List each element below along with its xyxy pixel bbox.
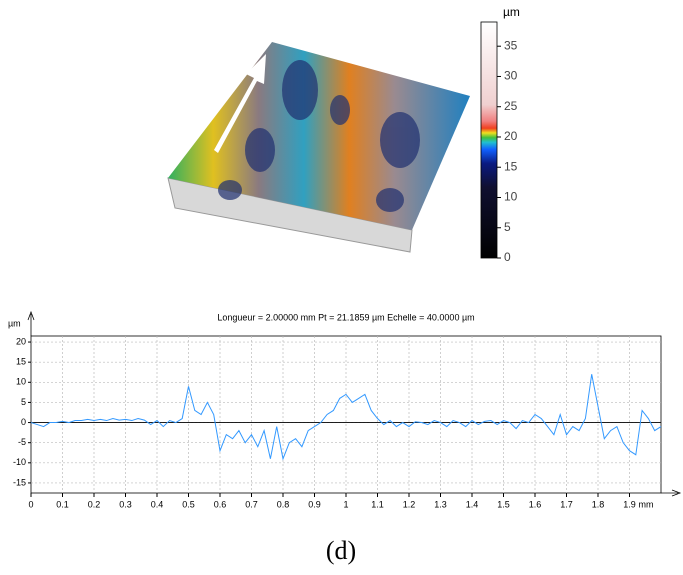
colorbar-tick-label: 0 (504, 250, 511, 264)
caption: (d) (326, 536, 356, 565)
x-tick-label: 0.7 (245, 499, 258, 509)
x-tick-label: 1.8 (592, 499, 605, 509)
y-tick-label: 15 (16, 357, 26, 367)
x-tick-label: 0.8 (277, 499, 290, 509)
y-tick-label: 0 (21, 417, 26, 427)
colorbar-tick-label: 20 (504, 129, 518, 143)
x-tick-label: 0.2 (88, 499, 101, 509)
surface-texture (218, 60, 420, 212)
x-tick-label: 1.1 (371, 499, 384, 509)
colorbar-tick-label: 35 (504, 38, 518, 52)
x-tick-label: 1 (343, 499, 348, 509)
x-tick-label: 1.3 (434, 499, 447, 509)
x-tick-label: 0.6 (214, 499, 227, 509)
x-unit: mm (639, 499, 654, 509)
y-tick-label: -5 (18, 437, 26, 447)
y-axis-arrowhead (27, 310, 35, 321)
x-tick-label: 0.3 (119, 499, 132, 509)
y-tick-label: 10 (16, 377, 26, 387)
surface-top (168, 42, 470, 230)
x-tick-label: 1.2 (403, 499, 416, 509)
profile-line (30, 374, 662, 461)
colorbar-tick-label: 25 (504, 99, 518, 113)
y-tick-label: 20 (16, 336, 26, 346)
y-tick-label: 5 (21, 397, 26, 407)
x-tick-label: 1.5 (497, 499, 510, 509)
x-tick-label: 1.9 (623, 499, 636, 509)
colorbar-tick-label: 5 (504, 220, 511, 234)
x-tick-label: 0.4 (151, 499, 164, 509)
y-tick-label: -10 (13, 457, 26, 467)
x-axis-arrowhead (671, 489, 682, 497)
y-unit: µm (8, 318, 21, 328)
x-tick-label: 0.9 (308, 499, 321, 509)
direction-arrow (214, 54, 266, 153)
x-tick-label: 0.1 (56, 499, 69, 509)
profile-title: Longueur = 2.00000 mm Pt = 21.1859 µm Ec… (217, 312, 474, 322)
x-tick-label: 1.4 (466, 499, 479, 509)
colorbar-tick-label: 15 (504, 159, 518, 173)
colorbar-tick-label: 30 (504, 69, 518, 83)
x-tick-label: 0.5 (182, 499, 195, 509)
colorbar-unit: µm (503, 5, 520, 19)
colorbar-tick-label: 10 (504, 190, 518, 204)
x-tick-label: 1.6 (529, 499, 542, 509)
x-tick-label: 1.7 (560, 499, 573, 509)
y-tick-label: -15 (13, 477, 26, 487)
x-tick-label: 0 (28, 499, 33, 509)
colorbar (480, 21, 498, 259)
